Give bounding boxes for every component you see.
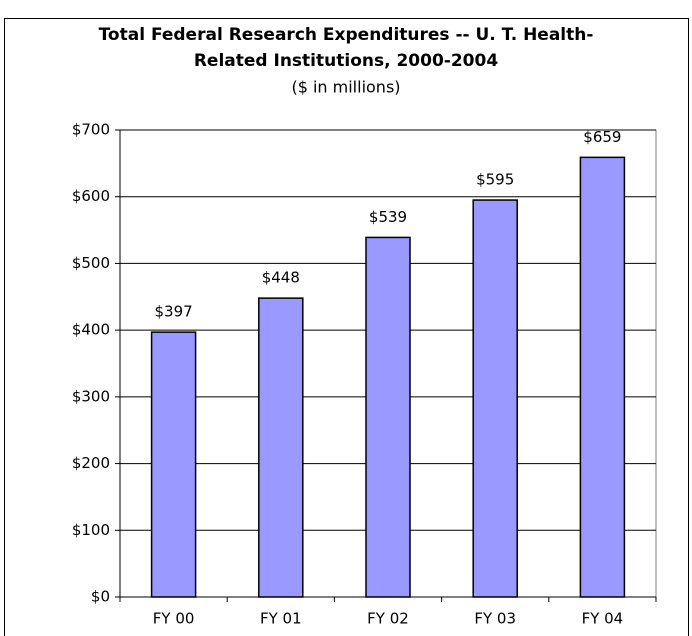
y-tick-label: $100 bbox=[72, 521, 110, 539]
y-tick-label: $700 bbox=[72, 121, 110, 139]
y-tick-label: $300 bbox=[72, 387, 110, 405]
value-label: $539 bbox=[369, 208, 407, 226]
x-tick-label: FY 01 bbox=[260, 610, 302, 628]
value-label: $659 bbox=[583, 128, 621, 146]
x-tick-label: FY 02 bbox=[367, 610, 409, 628]
y-tick-label: $200 bbox=[72, 454, 110, 472]
chart-title: Related Institutions, 2000-2004 bbox=[194, 51, 498, 71]
y-tick-label: $600 bbox=[72, 187, 110, 205]
value-label: $397 bbox=[155, 303, 193, 321]
chart-title: Total Federal Research Expenditures -- U… bbox=[99, 25, 594, 45]
y-tick-label: $400 bbox=[72, 321, 110, 339]
bar bbox=[579, 156, 626, 598]
bar bbox=[472, 199, 518, 598]
y-tick-label: $0 bbox=[91, 588, 110, 606]
bar bbox=[150, 331, 197, 598]
y-tick-label: $500 bbox=[72, 254, 110, 272]
value-label: $595 bbox=[476, 171, 514, 189]
x-tick-label: FY 03 bbox=[474, 610, 516, 628]
x-tick-label: FY 00 bbox=[153, 610, 195, 628]
bar bbox=[365, 236, 411, 598]
x-tick-label: FY 04 bbox=[582, 610, 624, 628]
bar bbox=[258, 297, 304, 598]
value-label: $448 bbox=[262, 269, 300, 287]
chart-subtitle: ($ in millions) bbox=[291, 78, 400, 97]
